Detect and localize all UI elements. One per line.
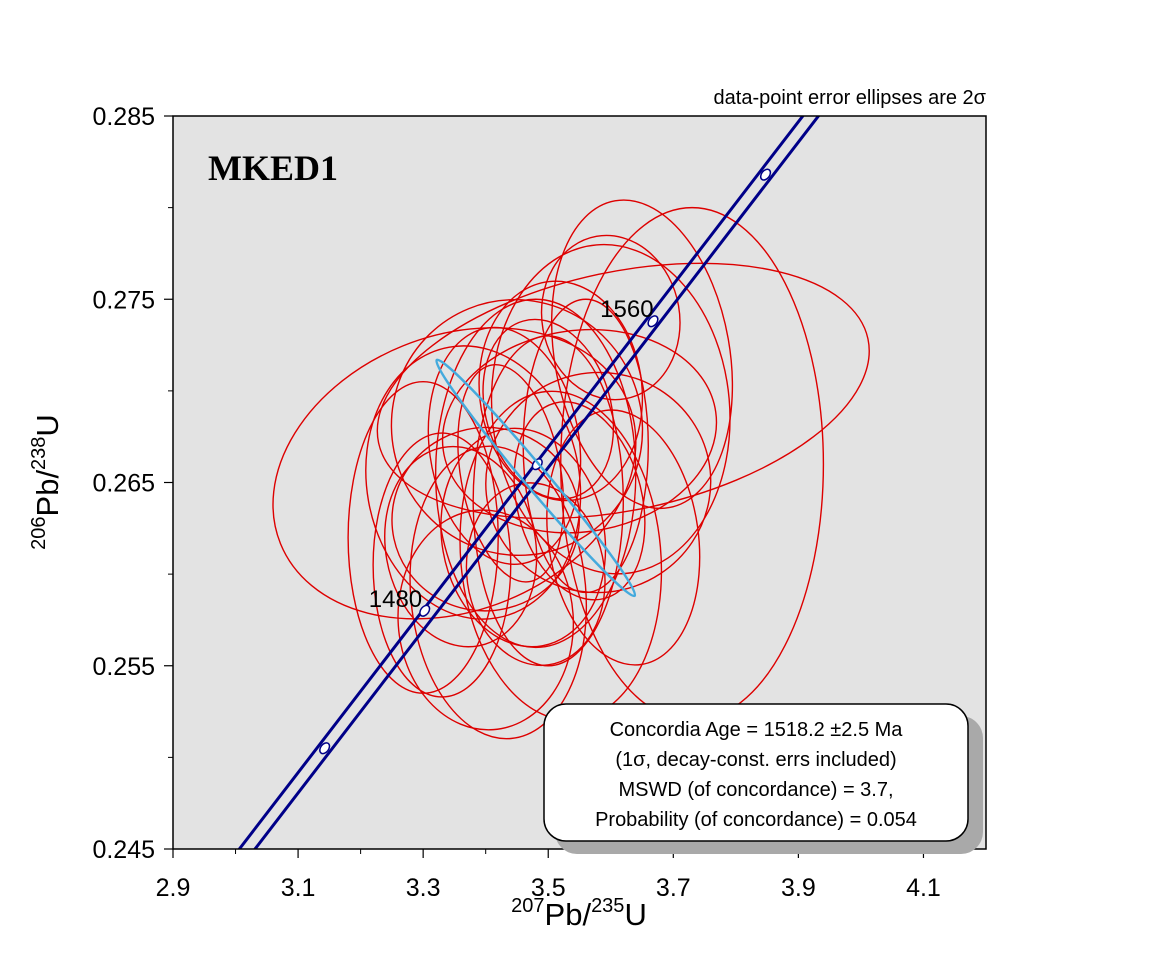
x-axis-title-base2: U <box>624 897 646 932</box>
error-ellipse <box>427 326 582 565</box>
chart-title: MKED1 <box>208 148 338 188</box>
x-axis-title-sup2: 235 <box>591 895 624 917</box>
error-ellipse <box>540 234 681 401</box>
concordia-age-marker <box>759 168 772 181</box>
y-axis-title-sup2: 238 <box>28 437 50 470</box>
y-axis-title: 206Pb/238U <box>28 414 65 550</box>
error-ellipse <box>372 432 512 698</box>
error-ellipse <box>434 298 637 649</box>
chart-subtitle: data-point error ellipses are 2σ <box>714 87 987 109</box>
concordia-age-marker <box>319 742 331 755</box>
error-ellipse <box>384 445 538 648</box>
x-axis-title-base1: Pb/ <box>545 897 592 932</box>
error-ellipse <box>397 509 575 731</box>
error-ellipse <box>409 445 588 740</box>
error-ellipse <box>272 327 637 620</box>
concordia-age-label: 1560 <box>600 296 653 323</box>
concordia-age-label: 1480 <box>369 586 422 613</box>
x-axis-title: 207Pb/235U <box>511 895 647 932</box>
error-ellipses <box>272 199 870 740</box>
x-tick-label: 3.1 <box>281 874 316 902</box>
x-axis-ticks: 2.9 3.1 3.3 3.5 3.7 3.9 4.1 <box>156 849 941 902</box>
concordia-age-labels: 1480 1560 <box>369 296 654 613</box>
y-tick-label: 0.255 <box>92 653 155 681</box>
error-ellipse <box>513 401 646 601</box>
error-ellipse <box>390 298 644 557</box>
concordia-line-lower <box>253 116 821 849</box>
x-axis-title-sup1: 207 <box>511 895 544 917</box>
results-line-3: MSWD (of concordance) = 3.7, <box>618 779 893 801</box>
concordia-age-markers <box>319 168 772 755</box>
y-axis-title-sup1: 206 <box>28 516 50 549</box>
results-line-2: (1σ, decay-const. errs included) <box>615 749 896 771</box>
y-tick-label: 0.285 <box>92 103 155 131</box>
concordia-age-ellipse <box>435 358 637 598</box>
x-tick-label: 2.9 <box>156 874 191 902</box>
results-line-4: Probability (of concordance) = 0.054 <box>595 809 917 831</box>
error-ellipse <box>376 262 870 520</box>
results-box-panel <box>543 703 969 842</box>
x-tick-label: 3.7 <box>656 874 691 902</box>
y-tick-label: 0.275 <box>92 286 155 314</box>
error-ellipse <box>482 318 615 500</box>
y-axis-ticks: 0.245 0.255 0.265 0.275 0.285 <box>92 103 173 864</box>
concordia-age-ellipse-group <box>435 358 637 598</box>
concordia-age-marker <box>647 315 659 328</box>
y-tick-label: 0.245 <box>92 836 155 864</box>
error-ellipse <box>347 381 499 694</box>
error-ellipse <box>472 335 624 667</box>
x-tick-label: 3.9 <box>781 874 816 902</box>
x-tick-label: 4.1 <box>906 874 941 902</box>
concordia-age-marker <box>419 604 431 617</box>
y-tick-label: 0.265 <box>92 470 155 498</box>
error-ellipse <box>457 364 565 583</box>
x-tick-label: 3.5 <box>531 874 566 902</box>
error-ellipse <box>546 409 701 666</box>
results-line-1: Concordia Age = 1518.2 ±2.5 Ma <box>610 719 904 741</box>
y-axis-title-base1: Pb/ <box>30 470 65 517</box>
results-box: Concordia Age = 1518.2 ±2.5 Ma (1σ, deca… <box>543 703 983 854</box>
y-axis-title-base2: U <box>30 414 65 436</box>
x-tick-label: 3.3 <box>406 874 441 902</box>
